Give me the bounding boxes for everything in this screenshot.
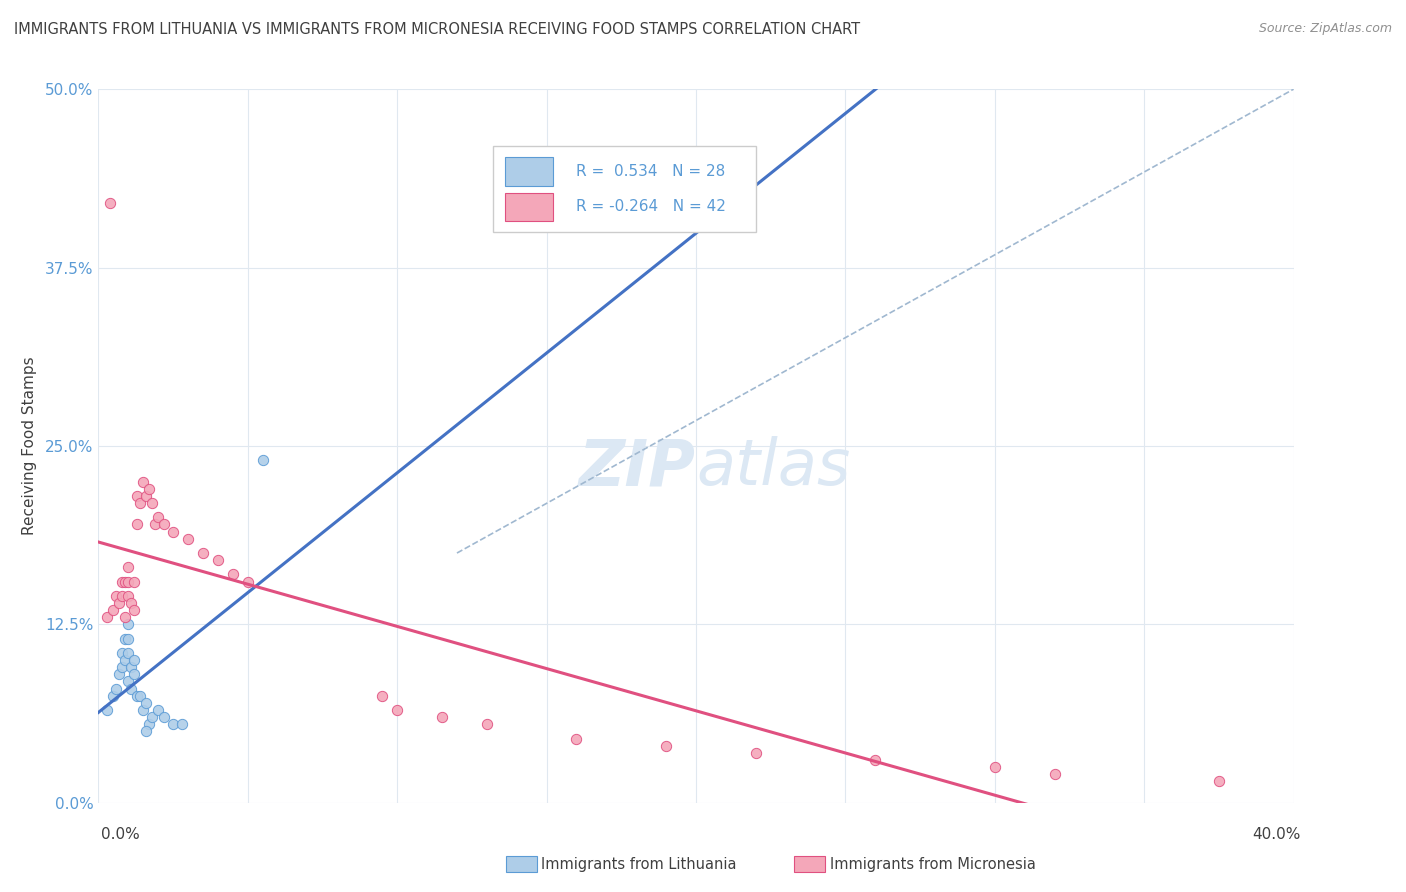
Point xyxy=(120,596,142,610)
Point xyxy=(141,710,163,724)
Point xyxy=(138,717,160,731)
Point xyxy=(96,703,118,717)
Point xyxy=(148,703,170,717)
Point xyxy=(162,524,184,539)
Point xyxy=(207,553,229,567)
Point xyxy=(124,603,146,617)
Point xyxy=(143,517,166,532)
Text: 40.0%: 40.0% xyxy=(1253,827,1301,841)
Point xyxy=(114,610,136,624)
Point xyxy=(148,510,170,524)
Point xyxy=(132,703,155,717)
Point xyxy=(983,760,1005,774)
Point xyxy=(475,717,498,731)
Point xyxy=(132,475,155,489)
Point xyxy=(371,689,394,703)
Point xyxy=(745,746,768,760)
Point xyxy=(135,489,157,503)
Point xyxy=(117,617,139,632)
Point xyxy=(865,753,887,767)
Point xyxy=(111,660,134,674)
Point xyxy=(117,674,139,689)
Point xyxy=(191,546,214,560)
Point xyxy=(565,731,588,746)
Point xyxy=(111,589,134,603)
Point xyxy=(117,560,139,574)
Point xyxy=(108,667,131,681)
Point xyxy=(252,453,274,467)
Point xyxy=(120,681,142,696)
Point xyxy=(162,717,184,731)
Point xyxy=(127,489,149,503)
Point xyxy=(103,689,125,703)
Point xyxy=(127,517,149,532)
Text: R = -0.264   N = 42: R = -0.264 N = 42 xyxy=(576,200,727,214)
Point xyxy=(114,653,136,667)
Point xyxy=(124,574,146,589)
FancyBboxPatch shape xyxy=(494,146,756,232)
Point xyxy=(124,667,146,681)
Point xyxy=(129,496,152,510)
FancyBboxPatch shape xyxy=(505,193,553,221)
Point xyxy=(1043,767,1066,781)
FancyBboxPatch shape xyxy=(505,157,553,186)
Point xyxy=(96,610,118,624)
Point xyxy=(108,596,131,610)
Point xyxy=(236,574,259,589)
Point xyxy=(385,703,409,717)
Point xyxy=(153,710,176,724)
Point xyxy=(103,603,125,617)
Point xyxy=(135,696,157,710)
Text: R =  0.534   N = 28: R = 0.534 N = 28 xyxy=(576,164,725,178)
Point xyxy=(655,739,678,753)
Point xyxy=(105,681,128,696)
Point xyxy=(117,646,139,660)
Text: atlas: atlas xyxy=(696,436,851,499)
Text: ZIP: ZIP xyxy=(579,436,696,499)
Point xyxy=(124,653,146,667)
Point xyxy=(1208,774,1230,789)
Text: 0.0%: 0.0% xyxy=(101,827,141,841)
Point xyxy=(111,646,134,660)
Point xyxy=(114,632,136,646)
Point xyxy=(117,632,139,646)
Text: Source: ZipAtlas.com: Source: ZipAtlas.com xyxy=(1258,22,1392,36)
Point xyxy=(141,496,163,510)
Point xyxy=(105,589,128,603)
Y-axis label: Receiving Food Stamps: Receiving Food Stamps xyxy=(21,357,37,535)
Point xyxy=(222,567,245,582)
Point xyxy=(98,196,122,211)
Point xyxy=(120,660,142,674)
Point xyxy=(129,689,152,703)
Point xyxy=(114,574,136,589)
Point xyxy=(172,717,194,731)
Text: Immigrants from Lithuania: Immigrants from Lithuania xyxy=(541,857,737,871)
Point xyxy=(127,689,149,703)
Point xyxy=(117,589,139,603)
Point xyxy=(117,574,139,589)
Point xyxy=(153,517,176,532)
Point xyxy=(135,724,157,739)
Text: Immigrants from Micronesia: Immigrants from Micronesia xyxy=(830,857,1035,871)
Point xyxy=(138,482,160,496)
Point xyxy=(430,710,453,724)
Point xyxy=(177,532,200,546)
Point xyxy=(111,574,134,589)
Text: IMMIGRANTS FROM LITHUANIA VS IMMIGRANTS FROM MICRONESIA RECEIVING FOOD STAMPS CO: IMMIGRANTS FROM LITHUANIA VS IMMIGRANTS … xyxy=(14,22,860,37)
